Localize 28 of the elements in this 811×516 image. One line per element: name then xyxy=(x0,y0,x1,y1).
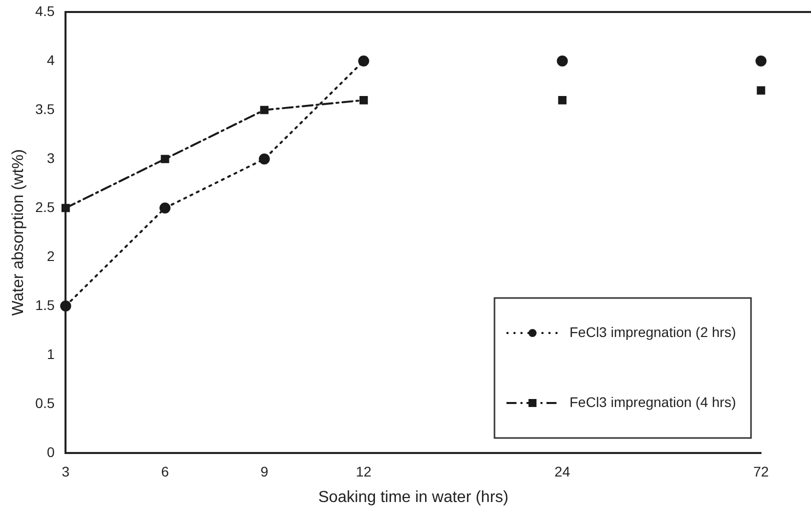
point xyxy=(358,56,370,66)
point xyxy=(258,154,270,164)
y-tick-label: 3.5 xyxy=(35,100,55,117)
point xyxy=(61,204,70,212)
x-tick-label: 9 xyxy=(260,463,268,480)
point xyxy=(60,300,72,312)
y-tick-label: 2.5 xyxy=(35,198,55,215)
point xyxy=(160,154,170,164)
point xyxy=(159,202,170,214)
x-tick-label: 6 xyxy=(161,463,170,480)
y-tick-label: 1.5 xyxy=(35,296,55,313)
x-tick-label: 3 xyxy=(62,463,70,480)
x-tick-label: 24 xyxy=(554,463,570,480)
y-tick-label: 3 xyxy=(46,150,55,166)
point xyxy=(359,96,368,104)
y-tick-label: 4 xyxy=(46,52,55,68)
y-tick-label: 4.5 xyxy=(35,2,55,19)
y-tick-label: 0 xyxy=(46,444,55,460)
x-tick-label: 12 xyxy=(356,463,372,480)
y-tick-label: 1 xyxy=(46,346,55,362)
x-tick-label: 72 xyxy=(753,463,769,480)
x-axis-title: Soaking time in water (hrs) xyxy=(318,488,508,506)
y-axis-title: Water absorption (wt%) xyxy=(10,149,28,316)
y-tick-label: 0.5 xyxy=(35,394,55,411)
legend-label: FeCl3 impregnation (2 hrs) xyxy=(569,324,736,340)
legend-label: FeCl3 impregnation (4 hrs) xyxy=(569,394,736,410)
point xyxy=(260,106,269,114)
y-tick-label: 2 xyxy=(46,248,55,264)
